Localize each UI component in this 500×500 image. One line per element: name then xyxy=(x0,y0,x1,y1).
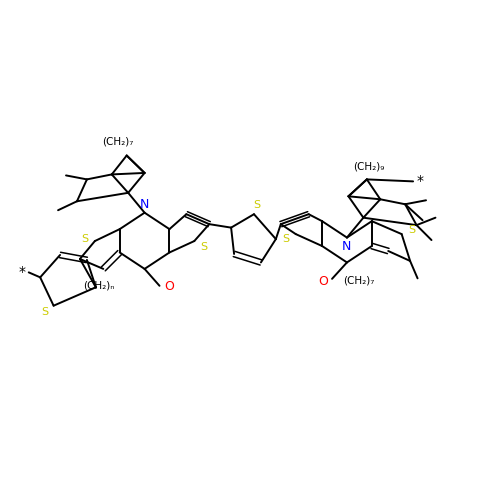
Text: O: O xyxy=(164,280,174,293)
Text: (CH₂)₇: (CH₂)₇ xyxy=(342,276,374,286)
Text: (CH₂)ₙ: (CH₂)ₙ xyxy=(82,281,114,291)
Text: S: S xyxy=(253,200,260,210)
Text: N: N xyxy=(140,198,149,211)
Text: *: * xyxy=(416,174,424,188)
Text: S: S xyxy=(408,225,415,235)
Text: N: N xyxy=(342,240,350,253)
Text: S: S xyxy=(82,234,88,243)
Text: (CH₂)₉: (CH₂)₉ xyxy=(352,162,384,172)
Text: (CH₂)₇: (CH₂)₇ xyxy=(102,136,134,146)
Text: *: * xyxy=(19,266,26,280)
Text: S: S xyxy=(282,234,290,244)
Text: S: S xyxy=(200,242,208,252)
Text: O: O xyxy=(318,275,328,288)
Text: S: S xyxy=(42,307,48,317)
